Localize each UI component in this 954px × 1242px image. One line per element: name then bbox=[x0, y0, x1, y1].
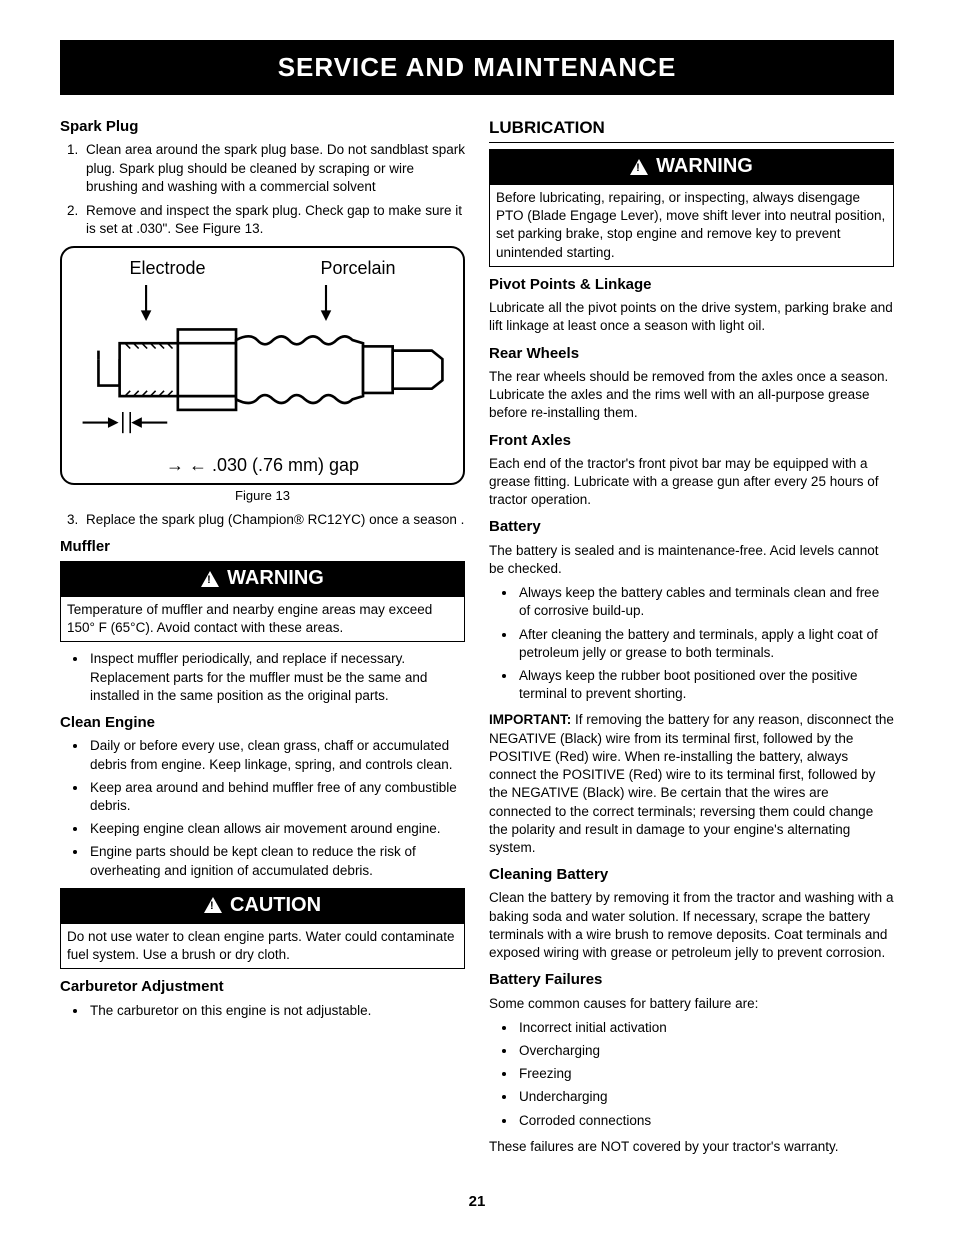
list-item: Clean area around the spark plug base. D… bbox=[82, 141, 465, 196]
list-item: Overcharging bbox=[517, 1042, 894, 1060]
figure-label-electrode: Electrode bbox=[129, 256, 205, 280]
battery-failures-bullets: Incorrect initial activation Overchargin… bbox=[489, 1019, 894, 1130]
spark-plug-figure: Electrode Porcelain bbox=[60, 246, 465, 485]
spark-plug-diagram bbox=[72, 285, 453, 444]
spark-plug-heading: Spark Plug bbox=[60, 117, 465, 137]
figure-caption: Figure 13 bbox=[60, 487, 465, 505]
battery-failures-intro: Some common causes for battery failure a… bbox=[489, 995, 894, 1013]
muffler-warning-banner: WARNING bbox=[60, 561, 465, 596]
caution-banner: CAUTION bbox=[60, 888, 465, 923]
list-item: Daily or before every use, clean grass, … bbox=[88, 737, 465, 773]
left-column: Spark Plug Clean area around the spark p… bbox=[60, 109, 465, 1162]
page-banner: SERVICE AND MAINTENANCE bbox=[60, 40, 894, 95]
list-item: Always keep the battery cables and termi… bbox=[517, 584, 894, 620]
figure-gap-label: → ← .030 (.76 mm) gap bbox=[72, 453, 453, 477]
lubrication-warning-banner: WARNING bbox=[489, 149, 894, 184]
spark-plug-list: Clean area around the spark plug base. D… bbox=[60, 141, 465, 238]
list-item: Freezing bbox=[517, 1065, 894, 1083]
front-axles-heading: Front Axles bbox=[489, 431, 894, 451]
battery-failures-heading: Battery Failures bbox=[489, 970, 894, 990]
list-item: After cleaning the battery and terminals… bbox=[517, 626, 894, 662]
list-item: Keeping engine clean allows air movement… bbox=[88, 820, 465, 838]
lubrication-heading: LUBRICATION bbox=[489, 117, 894, 143]
carb-bullets: The carburetor on this engine is not adj… bbox=[60, 1002, 465, 1020]
pivot-heading: Pivot Points & Linkage bbox=[489, 275, 894, 295]
battery-important: IMPORTANT: If removing the battery for a… bbox=[489, 711, 894, 857]
caution-label: CAUTION bbox=[230, 892, 321, 919]
muffler-warning-box: Temperature of muffler and nearby engine… bbox=[60, 596, 465, 642]
clean-engine-bullets: Daily or before every use, clean grass, … bbox=[60, 737, 465, 880]
muffler-bullets: Inspect muffler periodically, and replac… bbox=[60, 650, 465, 705]
lubrication-warning-box: Before lubricating, repairing, or inspec… bbox=[489, 184, 894, 267]
battery-bullets: Always keep the battery cables and termi… bbox=[489, 584, 894, 703]
list-item: Always keep the rubber boot positioned o… bbox=[517, 667, 894, 703]
caution-box: Do not use water to clean engine parts. … bbox=[60, 923, 465, 969]
battery-heading: Battery bbox=[489, 517, 894, 537]
two-column-layout: Spark Plug Clean area around the spark p… bbox=[60, 109, 894, 1162]
page-number: 21 bbox=[60, 1192, 894, 1212]
battery-intro: The battery is sealed and is maintenance… bbox=[489, 542, 894, 578]
list-item: Engine parts should be kept clean to red… bbox=[88, 843, 465, 879]
figure-label-porcelain: Porcelain bbox=[320, 256, 395, 280]
caution-icon bbox=[204, 897, 222, 913]
list-item: The carburetor on this engine is not adj… bbox=[88, 1002, 465, 1020]
battery-failures-outro: These failures are NOT covered by your t… bbox=[489, 1138, 894, 1156]
rear-wheels-text: The rear wheels should be removed from t… bbox=[489, 368, 894, 423]
front-axles-text: Each end of the tractor's front pivot ba… bbox=[489, 455, 894, 510]
list-item: Inspect muffler periodically, and replac… bbox=[88, 650, 465, 705]
list-item: Replace the spark plug (Champion® RC12YC… bbox=[82, 511, 465, 529]
warning-icon bbox=[630, 159, 648, 175]
warning-label: WARNING bbox=[656, 153, 753, 180]
right-column: LUBRICATION WARNING Before lubricating, … bbox=[489, 109, 894, 1162]
warning-icon bbox=[201, 571, 219, 587]
pivot-text: Lubricate all the pivot points on the dr… bbox=[489, 299, 894, 335]
cleaning-battery-heading: Cleaning Battery bbox=[489, 865, 894, 885]
cleaning-battery-text: Clean the battery by removing it from th… bbox=[489, 889, 894, 962]
clean-engine-heading: Clean Engine bbox=[60, 713, 465, 733]
list-item: Remove and inspect the spark plug. Check… bbox=[82, 202, 465, 238]
spark-plug-list-cont: Replace the spark plug (Champion® RC12YC… bbox=[60, 511, 465, 529]
list-item: Incorrect initial activation bbox=[517, 1019, 894, 1037]
important-label: IMPORTANT: bbox=[489, 712, 571, 727]
warning-label: WARNING bbox=[227, 565, 324, 592]
muffler-heading: Muffler bbox=[60, 537, 465, 557]
rear-wheels-heading: Rear Wheels bbox=[489, 344, 894, 364]
carb-heading: Carburetor Adjustment bbox=[60, 977, 465, 997]
list-item: Keep area around and behind muffler free… bbox=[88, 779, 465, 815]
important-text: If removing the battery for any reason, … bbox=[489, 712, 894, 855]
list-item: Corroded connections bbox=[517, 1112, 894, 1130]
list-item: Undercharging bbox=[517, 1088, 894, 1106]
